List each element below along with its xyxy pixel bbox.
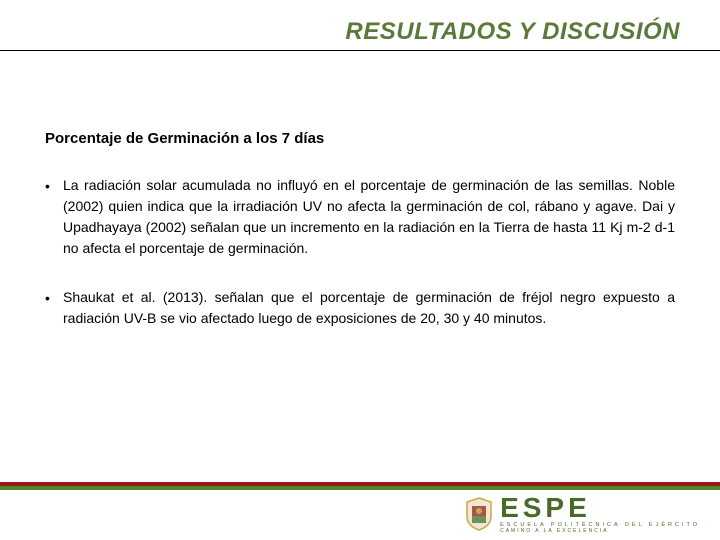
bullet-item: • Shaukat et al. (2013). señalan que el … xyxy=(45,287,675,329)
footer-bar xyxy=(0,482,720,490)
slide-title: RESULTADOS Y DISCUSIÓN xyxy=(345,18,680,46)
bullet-marker-icon: • xyxy=(45,175,63,259)
bullet-marker-icon: • xyxy=(45,287,63,329)
logo-text: ESPE ESCUELA POLITÉCNICA DEL EJÉRCITO CA… xyxy=(500,494,700,535)
bullet-text: La radiación solar acumulada no influyó … xyxy=(63,175,675,259)
slide-subtitle: Porcentaje de Germinación a los 7 días xyxy=(45,130,324,147)
shield-icon xyxy=(464,496,494,532)
title-underline xyxy=(0,50,720,51)
bullet-item: • La radiación solar acumulada no influy… xyxy=(45,175,675,259)
footer-logo: ESPE ESCUELA POLITÉCNICA DEL EJÉRCITO CA… xyxy=(464,494,700,535)
logo-main-text: ESPE xyxy=(500,494,700,522)
logo-sub2-text: CAMINO A LA EXCELENCIA xyxy=(500,529,700,534)
body-content: • La radiación solar acumulada no influy… xyxy=(45,175,675,357)
footer-green-line xyxy=(0,486,720,490)
bullet-text: Shaukat et al. (2013). señalan que el po… xyxy=(63,287,675,329)
